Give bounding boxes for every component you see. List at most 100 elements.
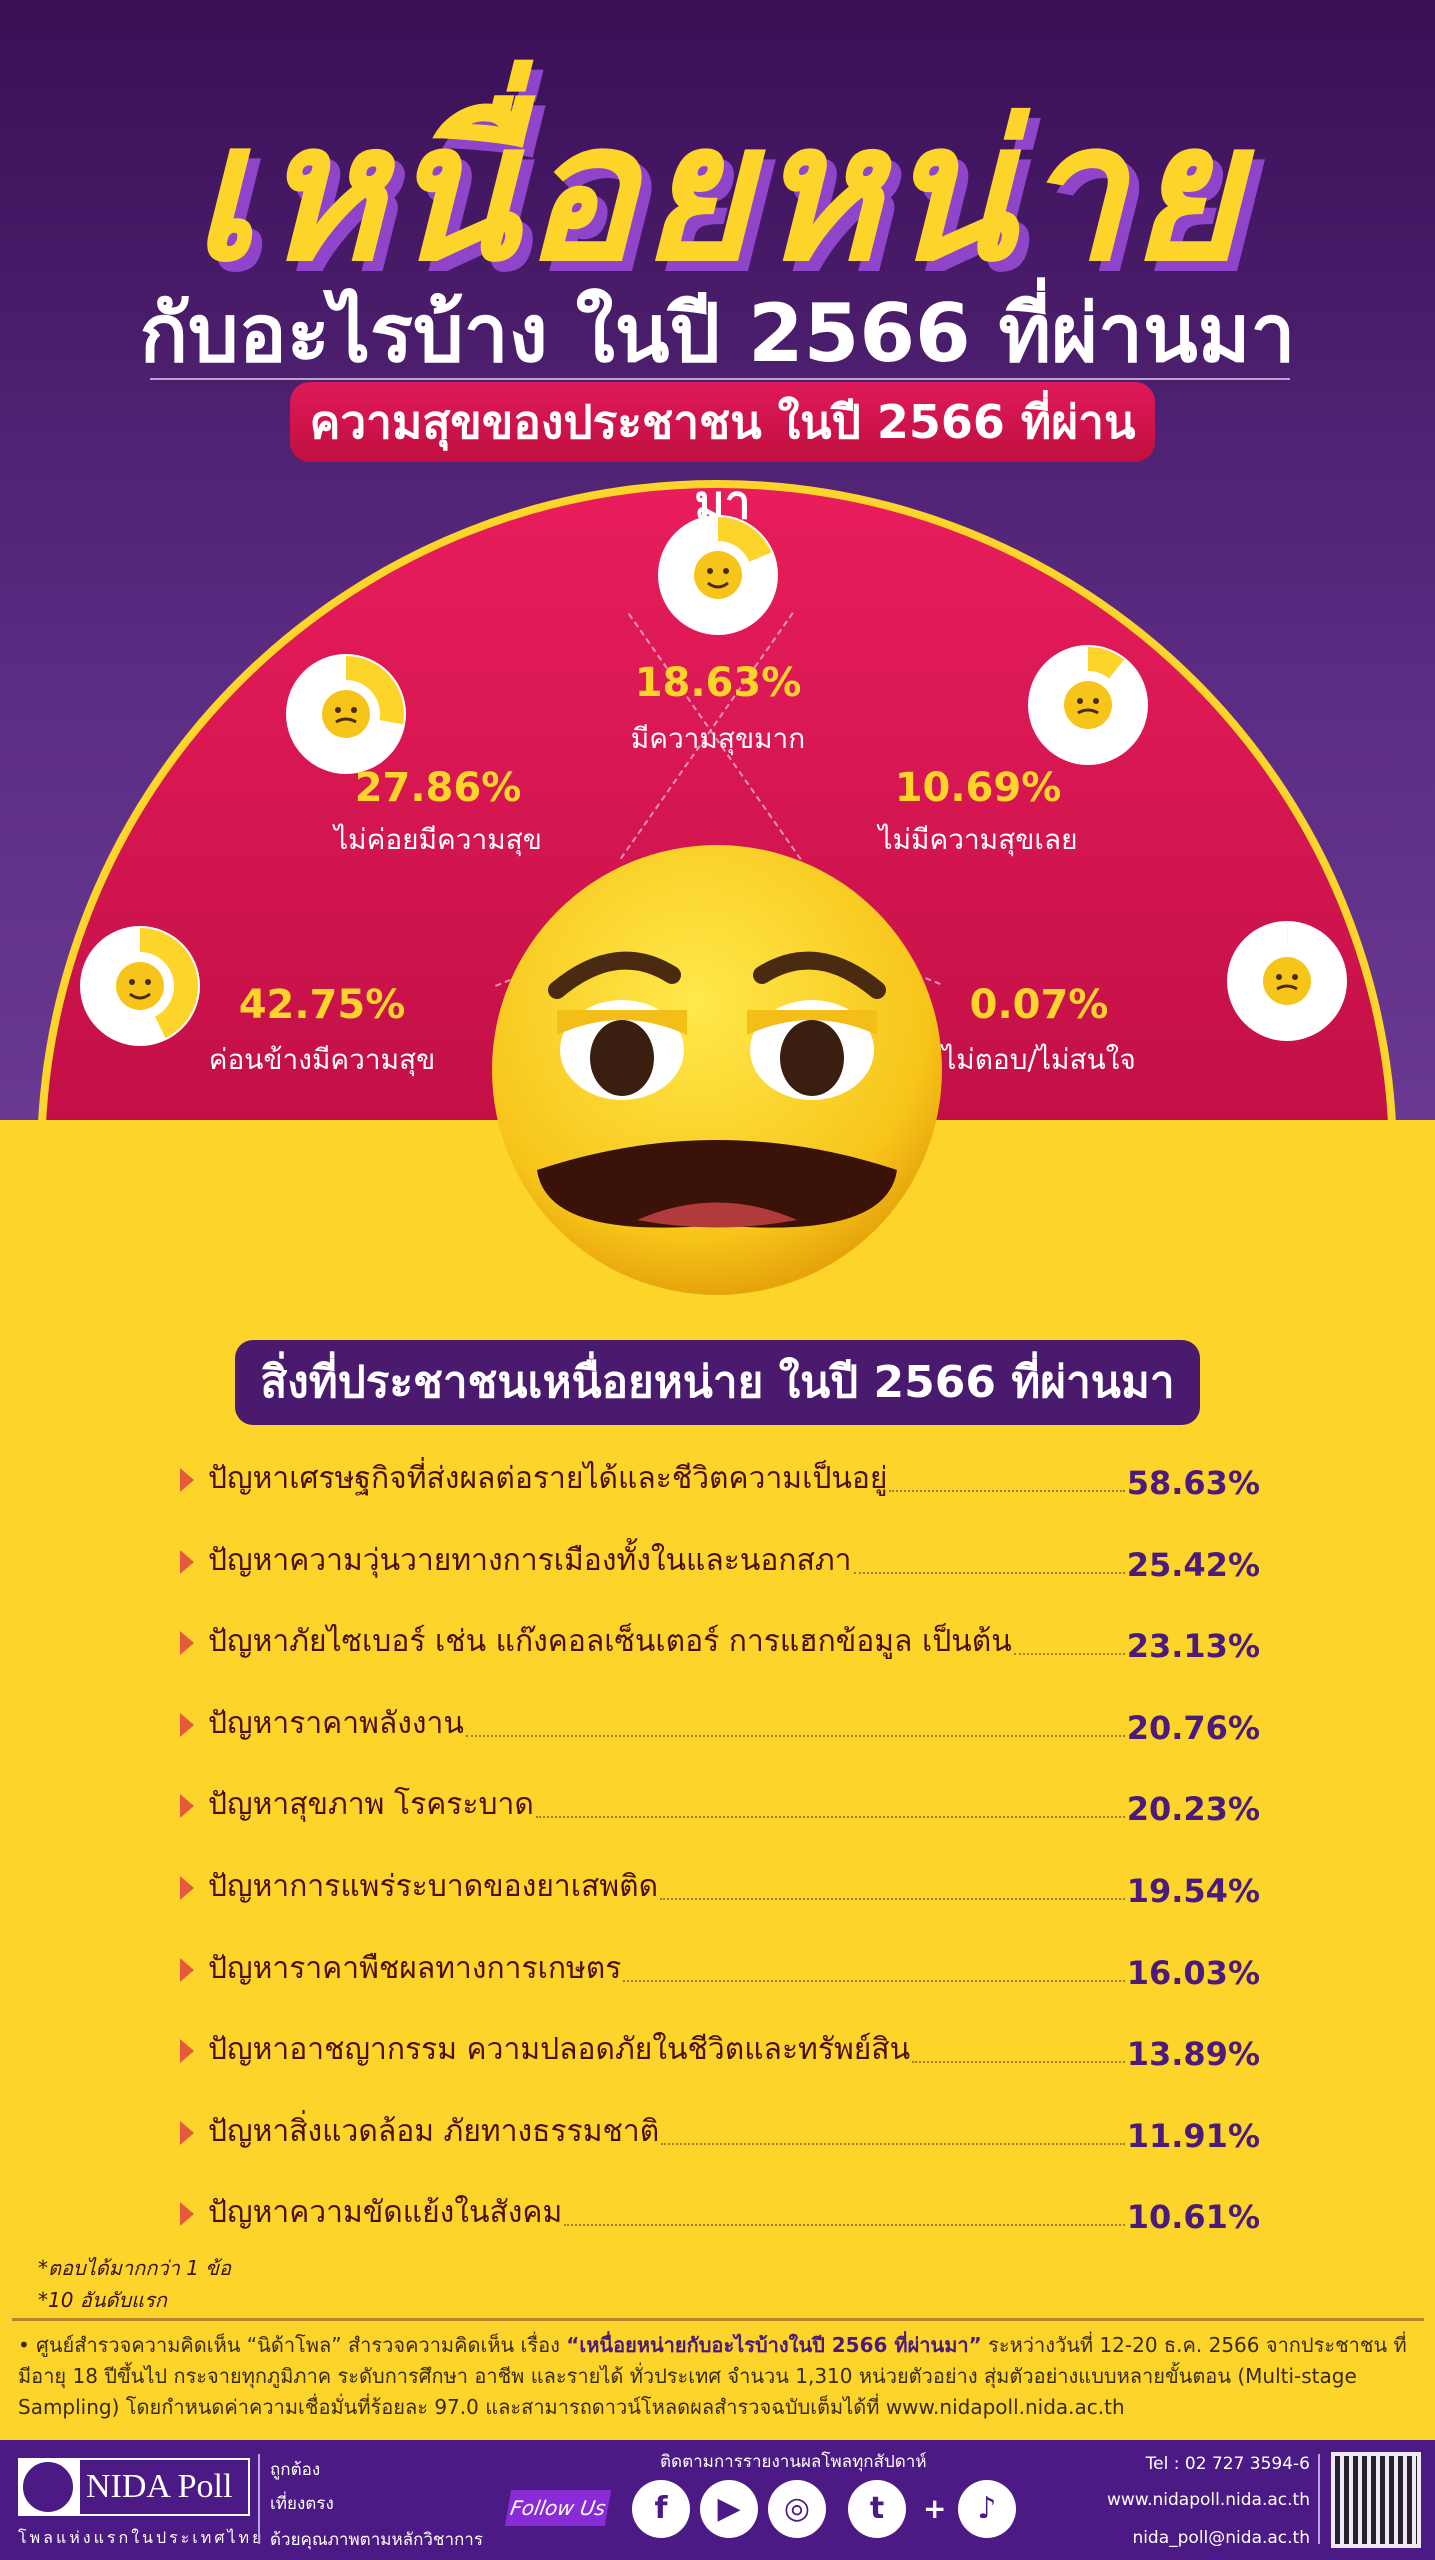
happiness-section-title: ความสุขของประชาชน ในปี 2566 ที่ผ่านมา bbox=[290, 382, 1155, 529]
arrow-bullet-icon bbox=[180, 1957, 194, 1982]
pie-1 bbox=[80, 926, 200, 1046]
slice-percent: 18.63% bbox=[634, 660, 802, 706]
tagline: โพลแห่งแรกในประเทศไทย bbox=[18, 2528, 265, 2547]
dotted-leader bbox=[1013, 1653, 1125, 1656]
note-text: • ศูนย์สำรวจความคิดเห็น “นิด้าโพล” สำรวจ… bbox=[18, 2333, 567, 2357]
dotted-leader bbox=[535, 1816, 1125, 1819]
divider bbox=[150, 378, 1290, 380]
website-link[interactable]: www.nidapoll.nida.ac.th bbox=[1106, 2490, 1310, 2510]
facebook-icon[interactable]: f bbox=[632, 2480, 690, 2538]
slice-label: มีความสุขมาก bbox=[630, 722, 806, 755]
pie-2 bbox=[286, 654, 406, 774]
issue-percent: 10.61% bbox=[1126, 2198, 1260, 2237]
issue-label: ปัญหาสุขภาพ โรคระบาด bbox=[208, 1787, 534, 1823]
issue-label: ปัญหาภัยไซเบอร์ เช่น แก๊งคอลเซ็นเตอร์ กา… bbox=[208, 1624, 1012, 1660]
slice-percent: 27.86% bbox=[354, 765, 522, 811]
issue-percent: 11.91% bbox=[1126, 2116, 1260, 2155]
slice-percent: 42.75% bbox=[238, 982, 406, 1028]
methodology-note: • ศูนย์สำรวจความคิดเห็น “นิด้าโพล” สำรวจ… bbox=[18, 2330, 1418, 2423]
issue-label: ปัญหาอาชญากรรม ความปลอดภัยในชีวิตและทรัพ… bbox=[208, 2032, 911, 2068]
qr-code[interactable] bbox=[1331, 2452, 1421, 2548]
nida-poll-logo: NIDA Poll bbox=[18, 2458, 250, 2516]
slice-label: ค่อนข้างมีความสุข bbox=[208, 1043, 436, 1076]
twitter-icon[interactable]: t bbox=[848, 2480, 906, 2538]
dotted-leader bbox=[912, 2061, 1125, 2064]
slice-percent: 10.69% bbox=[894, 765, 1062, 811]
dotted-leader bbox=[623, 1979, 1125, 1982]
pie-5 bbox=[1227, 921, 1347, 1041]
footer: NIDA Poll โพลแห่งแรกในประเทศไทย ถูกต้อง … bbox=[0, 2440, 1435, 2560]
follow-us-badge: Follow Us bbox=[504, 2490, 612, 2526]
issue-label: ปัญหาราคาพลังงาน bbox=[208, 1705, 464, 1741]
dotted-leader bbox=[661, 2142, 1125, 2145]
divider bbox=[12, 2318, 1424, 2321]
arrow-bullet-icon bbox=[180, 1549, 194, 1574]
issue-percent: 13.89% bbox=[1126, 2035, 1260, 2074]
email-link[interactable]: nida_poll@nida.ac.th bbox=[1132, 2528, 1310, 2548]
dotted-leader bbox=[660, 1898, 1125, 1900]
separator bbox=[1318, 2454, 1320, 2544]
arrow-bullet-icon bbox=[180, 1876, 194, 1900]
issue-label: ปัญหาความวุ่นวายทางการเมืองทั้งในและนอกส… bbox=[208, 1542, 852, 1578]
arrow-bullet-icon bbox=[180, 2120, 194, 2145]
phone: Tel : 02 727 3594-6 bbox=[1145, 2454, 1310, 2474]
tired-face-emoji bbox=[492, 845, 942, 1295]
issue-label: ปัญหาสิ่งแวดล้อม ภัยทางธรรมชาติ bbox=[208, 2113, 660, 2149]
note-text: ระหว่างวันที่ 12-20 ธ.ค. 2566 จากประชาชน… bbox=[18, 2333, 1407, 2419]
issue-percent: 23.13% bbox=[1126, 1627, 1260, 1666]
follow-heading: ติดตามการรายงานผลโพลทุกสัปดาห์ bbox=[660, 2452, 927, 2472]
arrow-bullet-icon bbox=[180, 1631, 194, 1656]
dotted-leader bbox=[889, 1490, 1125, 1492]
slice-label: ไม่ตอบ/ไม่สนใจ bbox=[942, 1043, 1136, 1076]
list-item: ปัญหาภัยไซเบอร์ เช่น แก๊งคอลเซ็นเตอร์ กา… bbox=[180, 1615, 1260, 1665]
motto: เที่ยงตรง bbox=[270, 2494, 334, 2514]
unamused-face-icon bbox=[1263, 957, 1311, 1005]
issue-percent: 58.63% bbox=[1126, 1464, 1260, 1502]
arrow-bullet-icon bbox=[180, 2039, 194, 2064]
list-item: ปัญหาอาชญากรรม ความปลอดภัยในชีวิตและทรัพ… bbox=[180, 2023, 1260, 2073]
issue-label: ปัญหาการแพร่ระบาดของยาเสพติด bbox=[208, 1869, 659, 1904]
list-item: ปัญหาสุขภาพ โรคระบาด 20.23% bbox=[180, 1778, 1260, 1828]
issue-percent: 25.42% bbox=[1126, 1545, 1260, 1584]
list-item: ปัญหาความวุ่นวายทางการเมืองทั้งในและนอกส… bbox=[180, 1534, 1260, 1584]
arrow-bullet-icon bbox=[180, 1794, 194, 1819]
list-item: ปัญหาสิ่งแวดล้อม ภัยทางธรรมชาติ 11.91% bbox=[180, 2105, 1260, 2155]
main-title: เหนื่อยหน่าย bbox=[190, 82, 1245, 303]
motto: ถูกต้อง bbox=[270, 2460, 321, 2480]
pie-3 bbox=[658, 515, 778, 635]
list-item: ปัญหาราคาพลังงาน 20.76% bbox=[180, 1697, 1260, 1747]
logo-text: NIDA Poll bbox=[80, 2460, 248, 2514]
arrow-bullet-icon bbox=[180, 1712, 194, 1737]
crying-face-icon bbox=[1064, 681, 1112, 729]
separator bbox=[258, 2454, 260, 2544]
note-multiple-answers: *ตอบได้มากกว่า 1 ข้อ bbox=[38, 2256, 231, 2280]
list-item: ปัญหาเศรษฐกิจที่ส่งผลต่อรายได้และชีวิตคว… bbox=[180, 1452, 1260, 1502]
slice-label: ไม่มีความสุขเลย bbox=[878, 823, 1078, 856]
sad-face-icon bbox=[322, 690, 370, 738]
tiktok-icon[interactable]: ♪ bbox=[958, 2480, 1016, 2538]
issue-label: ปัญหาเศรษฐกิจที่ส่งผลต่อรายได้และชีวิตคว… bbox=[208, 1461, 888, 1496]
issue-percent: 20.23% bbox=[1126, 1790, 1260, 1829]
list-item: ปัญหาราคาพืชผลทางการเกษตร 16.03% bbox=[180, 1942, 1260, 1992]
list-title: สิ่งที่ประชาชนเหนื่อยหน่าย ในปี 2566 ที่… bbox=[235, 1340, 1200, 1425]
slice-label: ไม่ค่อยมีความสุข bbox=[334, 823, 542, 856]
arrow-bullet-icon bbox=[180, 2202, 194, 2227]
plus-sign: + bbox=[923, 2492, 947, 2525]
pie-4 bbox=[1028, 645, 1148, 765]
youtube-icon[interactable]: ▶ bbox=[700, 2480, 758, 2538]
seal-icon bbox=[20, 2459, 76, 2515]
dotted-leader bbox=[564, 2224, 1125, 2227]
instagram-icon[interactable]: ◎ bbox=[768, 2480, 826, 2538]
issue-label: ปัญหาราคาพืชผลทางการเกษตร bbox=[208, 1950, 622, 1986]
note-topic: “เหนื่อยหน่ายกับอะไรบ้างในปี 2566 ที่ผ่า… bbox=[566, 2333, 982, 2357]
smiling-hearts-face-icon bbox=[116, 962, 164, 1010]
issue-percent: 19.54% bbox=[1126, 1872, 1260, 1910]
motto: ด้วยคุณภาพตามหลักวิชาการ bbox=[270, 2530, 483, 2550]
issue-percent: 20.76% bbox=[1126, 1708, 1260, 1747]
arrow-bullet-icon bbox=[180, 1468, 194, 1492]
list-item: ปัญหาความขัดแย้งในสังคม 10.61% bbox=[180, 2186, 1260, 2236]
issue-percent: 16.03% bbox=[1126, 1953, 1260, 1992]
list-item: ปัญหาการแพร่ระบาดของยาเสพติด 19.54% bbox=[180, 1860, 1260, 1910]
grinning-face-icon bbox=[694, 551, 742, 599]
